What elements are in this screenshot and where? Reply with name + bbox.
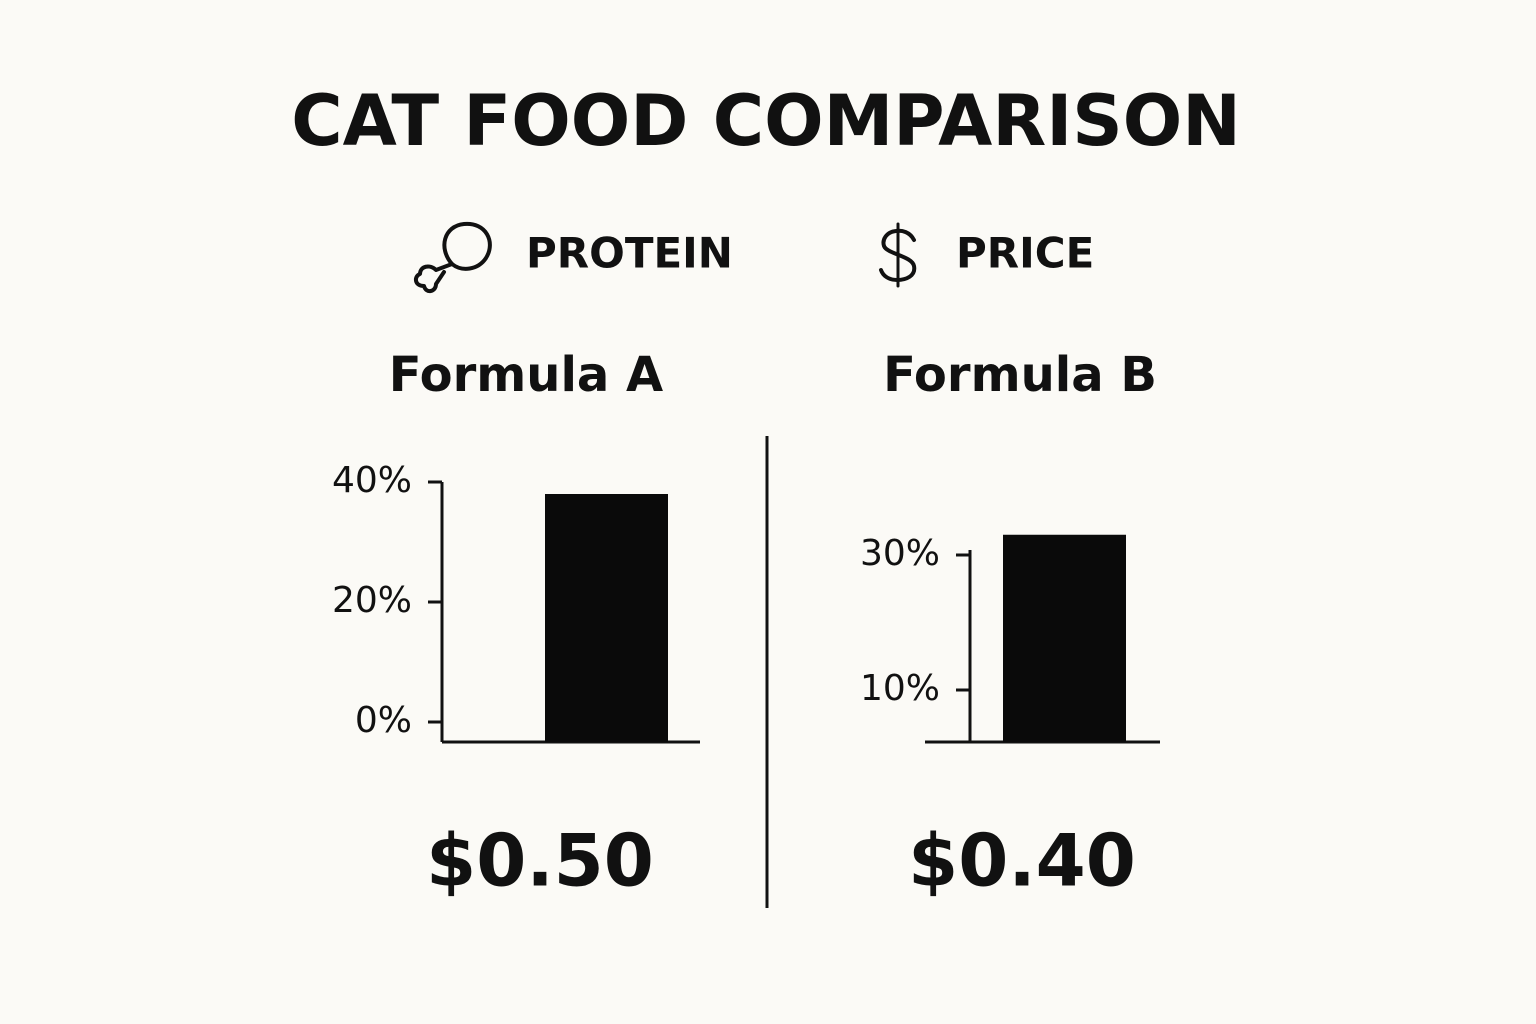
y-tick-label: 10%	[860, 668, 940, 709]
legend-protein: PROTEIN	[526, 229, 733, 278]
price-icon	[879, 222, 917, 288]
bar	[1003, 534, 1126, 742]
title: CAT FOOD COMPARISON	[291, 80, 1241, 162]
y-tick-label: 40%	[332, 460, 412, 501]
chart-title: Formula A	[389, 347, 663, 403]
y-tick-label: 30%	[860, 533, 940, 574]
legend-price: PRICE	[956, 229, 1094, 278]
price: $0.50	[426, 819, 654, 903]
y-tick-label: 20%	[332, 580, 412, 621]
bar	[545, 494, 668, 742]
price: $0.40	[908, 819, 1136, 903]
chart-title: Formula B	[883, 347, 1157, 403]
protein-icon	[413, 221, 492, 293]
y-tick-label: 0%	[355, 700, 412, 741]
